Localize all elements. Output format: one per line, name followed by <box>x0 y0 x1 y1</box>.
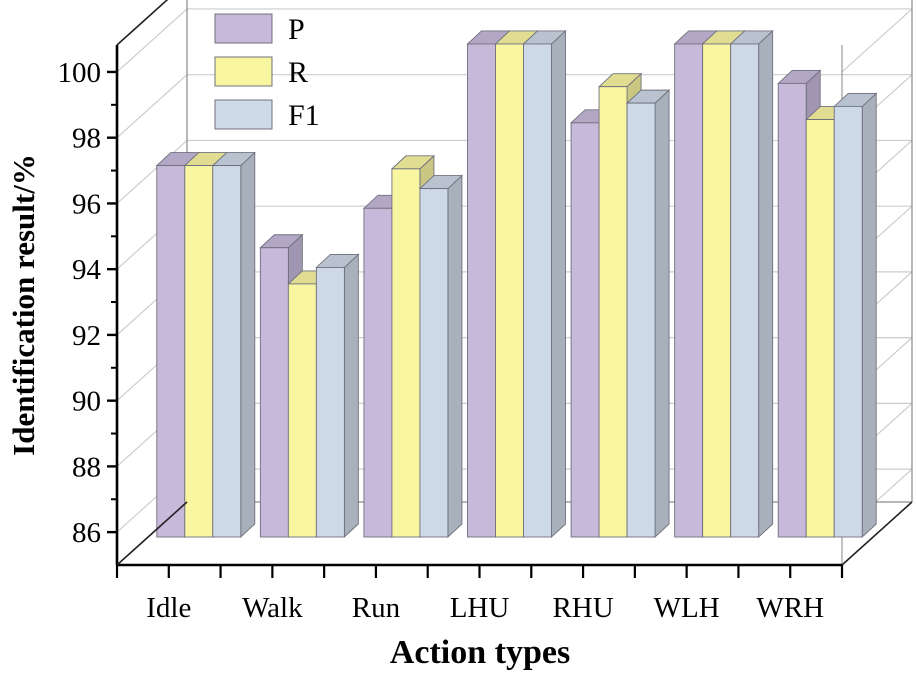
gridline-right <box>841 8 913 73</box>
bar-group-rhu <box>569 72 671 539</box>
bar-front-face <box>287 283 317 538</box>
bar-group-wlh <box>673 29 774 539</box>
bar-front-face <box>598 86 628 538</box>
bar-front-face <box>777 82 807 538</box>
bar-f1-rhu <box>625 89 671 539</box>
bar-side-face <box>861 92 877 539</box>
bar-group-wrh <box>777 69 878 539</box>
bar-f1-lhu <box>522 29 567 539</box>
y-tick-label: 94 <box>72 254 102 286</box>
bar-front-face <box>156 165 186 538</box>
legend-item-p: P <box>214 13 305 46</box>
bar-front-face <box>391 168 421 538</box>
bar-front-face <box>570 122 600 538</box>
legend-label-r: R <box>288 56 308 89</box>
bar-front-face <box>467 43 496 538</box>
bar-side-face <box>758 29 774 539</box>
bar-group-lhu <box>466 29 567 539</box>
bar-group-idle <box>155 151 256 539</box>
bar-front-face <box>730 43 760 538</box>
x-tick-label: WRH <box>756 592 824 624</box>
y-tick-label: 86 <box>72 517 101 549</box>
bar-front-face <box>419 188 449 538</box>
y-tick-label: 100 <box>58 57 102 89</box>
bar-side-face <box>551 29 566 539</box>
bar-groups <box>155 29 878 539</box>
bar-front-face <box>626 102 656 538</box>
bar-front-face <box>495 43 524 538</box>
bar-front-face <box>833 105 863 538</box>
x-tick-label: RHU <box>552 592 613 624</box>
bar-group-run <box>362 154 464 539</box>
x-tick-label: Run <box>352 592 401 624</box>
bar-side-face <box>447 174 463 539</box>
y-tick-label: 90 <box>72 386 101 418</box>
bar-side-face <box>343 253 359 539</box>
legend-label-p: P <box>288 13 305 46</box>
top-left-depth-edge <box>116 0 169 46</box>
legend-item-f1: F1 <box>214 99 320 132</box>
x-tick-label: LHU <box>450 592 510 624</box>
y-tick-label: 96 <box>72 188 101 220</box>
bar-side-face <box>654 89 670 539</box>
right-depth-edge <box>841 501 913 566</box>
y-tick-label: 98 <box>72 123 101 155</box>
bar-front-face <box>315 267 345 538</box>
x-tick-label: Idle <box>146 592 191 624</box>
x-axis-title: Action types <box>390 634 570 671</box>
bar-f1-wrh <box>833 92 878 539</box>
y-tick-label: 92 <box>72 320 101 352</box>
bar-front-face <box>523 43 552 538</box>
bar-front-face <box>702 43 732 538</box>
legend-label-f1: F1 <box>288 99 320 132</box>
bar-front-face <box>212 165 242 538</box>
legend-swatch-r <box>214 56 273 87</box>
bar-front-face <box>363 207 393 538</box>
legend-swatch-f1 <box>214 99 273 130</box>
y-tick-label: 88 <box>72 451 101 483</box>
bar-front-face <box>805 119 835 538</box>
bar-front-face <box>674 43 704 538</box>
x-tick-label: Walk <box>242 592 303 624</box>
bar-f1-wlh <box>729 29 774 539</box>
legend-swatch-p <box>214 13 273 44</box>
origin-depth-edge <box>116 501 188 566</box>
legend-item-r: R <box>214 56 308 89</box>
legend: P R F1 <box>214 13 320 132</box>
gridline-left <box>116 8 188 73</box>
gridline-left <box>116 74 188 139</box>
gridline-left <box>116 139 188 204</box>
tick-labels: 86 88 90 92 94 96 98 100 Idle Walk Run LHU RHU WLH WRH <box>58 57 825 624</box>
bar-front-face <box>259 247 289 538</box>
bar-f1-walk <box>315 253 360 539</box>
bar-f1-run <box>418 174 464 539</box>
bar-group-walk <box>259 233 360 539</box>
x-tick-label: WLH <box>654 592 720 624</box>
y-axis-title: Identification result/% <box>6 154 41 456</box>
bar-f1-idle <box>211 151 256 539</box>
axis-ticks <box>107 70 844 578</box>
bar-side-face <box>240 151 256 539</box>
bar-front-face <box>184 165 214 538</box>
